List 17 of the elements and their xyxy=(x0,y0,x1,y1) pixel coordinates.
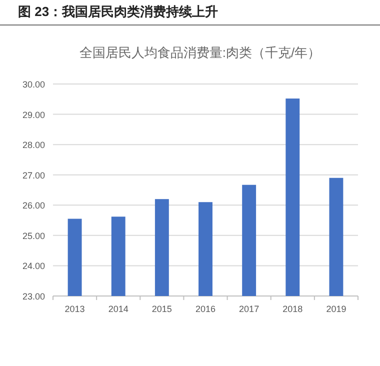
x-tick-label: 2015 xyxy=(152,304,172,314)
y-tick-label: 28.00 xyxy=(22,140,45,150)
y-tick-label: 29.00 xyxy=(22,110,45,120)
x-tick-label: 2016 xyxy=(195,304,216,314)
x-tick-label: 2019 xyxy=(326,304,346,314)
x-tick-label: 2013 xyxy=(64,304,85,314)
y-tick-label: 23.00 xyxy=(22,292,45,302)
x-tick-label: 2017 xyxy=(239,304,260,314)
x-tick-label: 2018 xyxy=(282,304,303,314)
y-tick-label: 26.00 xyxy=(22,200,45,211)
y-tick-label: 25.00 xyxy=(22,230,45,241)
chart-subtitle: 全国居民人均食品消费量:肉类（千克/年） xyxy=(79,45,321,60)
y-tick-label: 27.00 xyxy=(22,170,45,180)
y-tick-label: 30.00 xyxy=(22,80,45,90)
y-tick-label: 24.00 xyxy=(22,261,45,272)
chart-title: 图 23：我国居民肉类消费持续上升 xyxy=(18,4,218,19)
x-tick-label: 2014 xyxy=(108,304,128,314)
